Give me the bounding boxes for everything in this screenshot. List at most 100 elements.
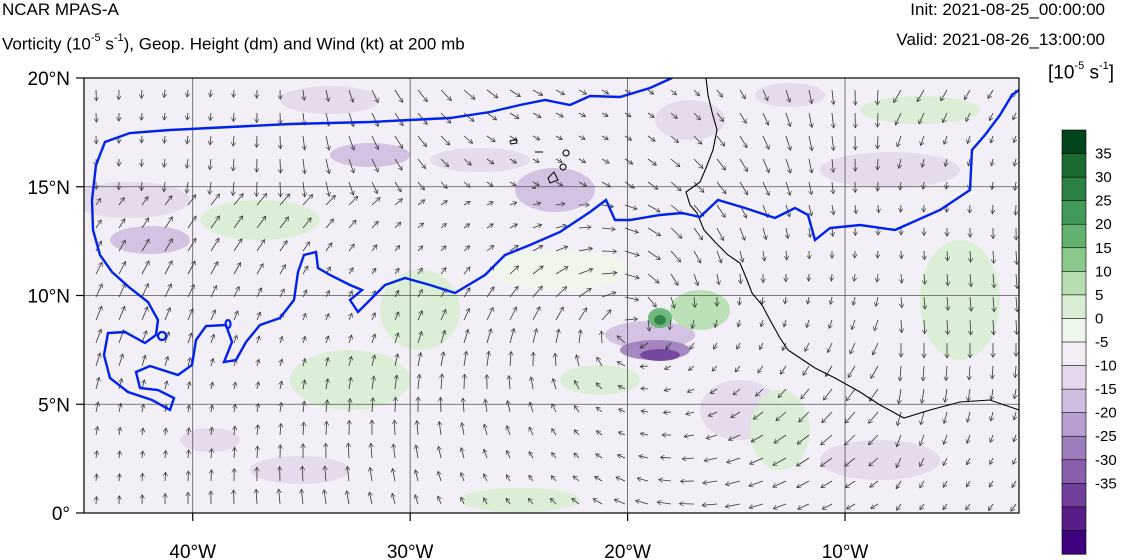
wind-arrow [714, 342, 718, 349]
wind-arrow [663, 412, 672, 413]
wind-arrow [463, 158, 471, 165]
wind-arrow [808, 112, 812, 128]
wind-arrow [751, 434, 764, 442]
wind-arrow [1016, 319, 1017, 335]
wind-arrow [119, 379, 122, 390]
vorticity-patch [490, 250, 630, 290]
wind-arrow [280, 359, 282, 367]
colorbar-label: 20 [1095, 216, 1112, 233]
wind-arrow [417, 158, 426, 169]
wind-arrow [593, 498, 603, 505]
wind-arrow [463, 224, 470, 229]
wind-arrow [211, 405, 212, 413]
wind-arrow [507, 401, 510, 413]
wind-arrow [687, 389, 695, 392]
wind-arrow [188, 450, 189, 459]
wind-arrow [797, 434, 810, 444]
wind-arrow [991, 135, 993, 143]
wind-arrow [463, 246, 470, 252]
wind-arrow [439, 422, 441, 436]
wind-arrow [349, 335, 352, 344]
wind-arrow [394, 158, 403, 170]
wind-arrow [280, 181, 281, 197]
wind-arrow [233, 89, 234, 97]
wind-arrow [657, 502, 672, 504]
wind-arrow [506, 498, 511, 505]
wind-arrow [809, 181, 812, 195]
wind-arrow [717, 273, 719, 285]
wind-arrow [164, 196, 172, 206]
wind-arrow [464, 374, 465, 390]
colorbar-swatch [1061, 483, 1087, 508]
wind-arrow [440, 268, 446, 275]
wind-arrow [164, 112, 165, 120]
wind-arrow [529, 427, 534, 436]
wind-arrow [438, 496, 441, 505]
wind-arrow [920, 457, 925, 467]
wind-arrow [647, 89, 654, 94]
wind-arrow [763, 250, 765, 261]
wind-arrow [347, 467, 349, 482]
wind-arrow [302, 290, 307, 298]
wind-arrow [785, 181, 790, 195]
wind-arrow [141, 197, 148, 206]
wind-arrow [601, 273, 617, 274]
wind-arrow [785, 112, 790, 127]
wind-arrow [692, 319, 694, 329]
wind-arrow [921, 135, 925, 146]
wind-arrow [670, 319, 671, 330]
wind-arrow [970, 250, 971, 262]
wind-arrow [574, 453, 580, 459]
wind-arrow [601, 89, 609, 94]
wind-arrow [461, 473, 464, 482]
wind-arrow [733, 388, 741, 395]
wind-arrow [510, 352, 511, 367]
lon-tick-label: 10°W [822, 542, 869, 560]
vorticity-patch [820, 152, 960, 188]
wind-arrow [141, 239, 150, 252]
wind-arrow [463, 267, 470, 275]
wind-arrow [142, 404, 144, 413]
geopotential-height-contour [90, 78, 1019, 412]
wind-arrow [256, 216, 266, 229]
wind-arrow [347, 491, 349, 505]
wind-arrow [532, 307, 540, 321]
wind-arrow [210, 158, 211, 170]
wind-arrow [578, 181, 587, 186]
wind-arrow [372, 334, 375, 344]
wind-arrow [614, 499, 626, 505]
wind-arrow [348, 181, 354, 195]
wind-arrow [165, 472, 166, 482]
wind-arrow [832, 135, 834, 151]
colorbar-swatch [1061, 318, 1087, 343]
wind-arrow [486, 89, 498, 98]
model-title: NCAR MPAS-A [2, 0, 119, 19]
wind-arrow [326, 314, 329, 321]
wind-arrow [303, 380, 305, 390]
colorbar-label: -20 [1095, 405, 1117, 422]
wind-arrow [302, 194, 313, 206]
wind-arrow [348, 158, 354, 173]
wind-arrow [165, 451, 166, 459]
wind-arrow [576, 355, 579, 367]
wind-arrow [164, 158, 165, 167]
wind-arrow [532, 266, 543, 275]
wind-arrow [141, 112, 142, 120]
wind-arrow [988, 89, 994, 99]
wind-arrow [785, 89, 790, 102]
wind-arrow [798, 503, 810, 509]
wind-arrow [877, 273, 878, 282]
wind-arrow [325, 219, 334, 229]
wind-arrow [845, 411, 856, 423]
wind-arrow [484, 498, 487, 505]
wind-arrow [257, 336, 260, 344]
wind-arrow [371, 245, 377, 252]
wind-arrow [119, 403, 121, 413]
wind-arrow [280, 381, 282, 390]
wind-arrow [395, 397, 396, 413]
vorticity-patch [200, 200, 320, 240]
wind-arrow [441, 397, 442, 413]
wind-arrow [821, 480, 833, 489]
wind-arrow [141, 261, 149, 275]
wind-arrow [774, 434, 787, 443]
